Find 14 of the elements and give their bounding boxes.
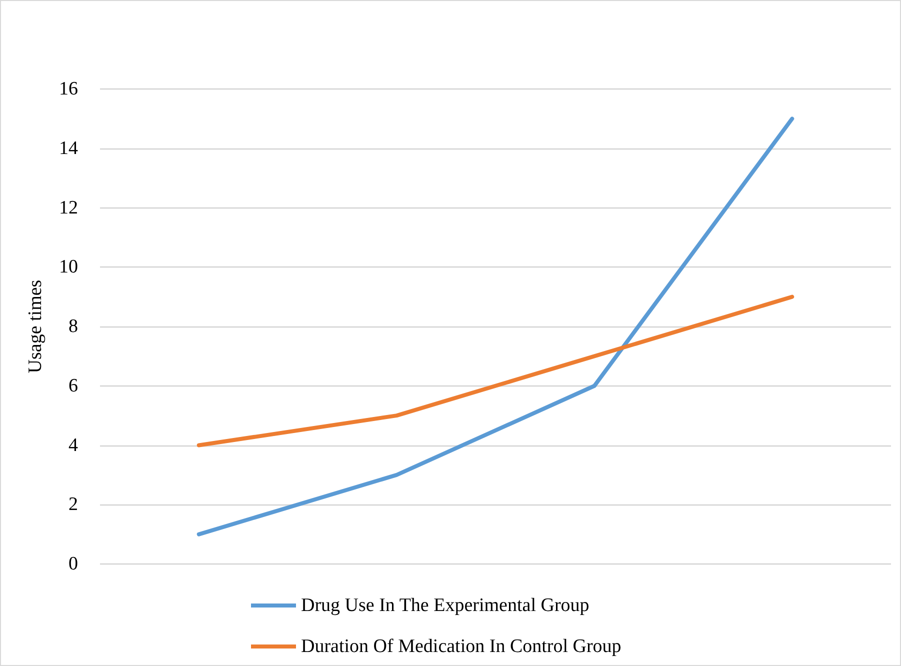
y-tick-label: 4 (68, 434, 78, 456)
y-tick-label: 2 (68, 494, 78, 516)
line-series (196, 116, 794, 536)
y-tick-label: 14 (59, 138, 78, 159)
y-tick-label: 8 (68, 316, 78, 337)
y-tick-label: 16 (59, 78, 78, 100)
y-tick-label: 6 (68, 375, 78, 396)
line-series (196, 294, 794, 448)
y-tick-label: 0 (68, 554, 78, 574)
y-axis-title: Usage times (25, 280, 46, 374)
y-tick-label: 12 (59, 197, 78, 218)
legend-label: Duration Of Medication In Control Group (301, 636, 622, 657)
y-tick-label: 10 (59, 256, 78, 278)
legend-label: Drug Use In The Experimental Group (301, 595, 590, 616)
